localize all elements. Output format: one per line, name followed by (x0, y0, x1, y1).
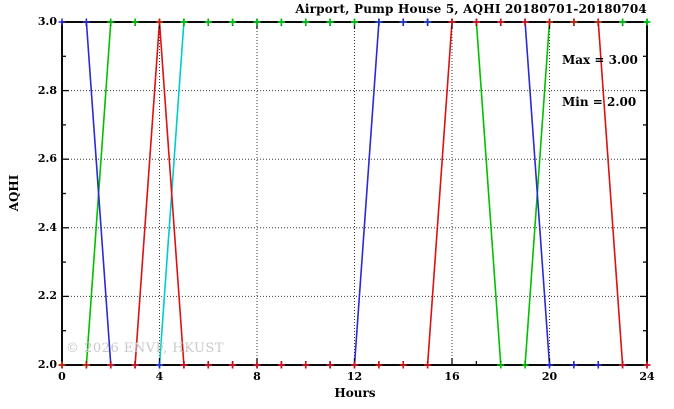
markers-day-red (58, 18, 651, 369)
x-tick-label: 12 (346, 370, 363, 383)
y-tick-label: 3.0 (37, 15, 57, 28)
watermark: © 2026 ENVF, HKUST (66, 341, 224, 356)
y-axis-label: AQHI (7, 174, 21, 212)
chart-title: Airport, Pump House 5, AQHI 20180701-201… (295, 2, 647, 16)
max-min-annotation: Max = 3.00 Min = 2.00 (562, 25, 638, 137)
x-tick-label: 16 (444, 370, 460, 383)
x-tick-label: 8 (253, 370, 261, 383)
y-tick-label: 2.6 (37, 152, 57, 166)
x-tick-label: 0 (58, 370, 66, 383)
y-tick-label: 2.0 (37, 358, 57, 371)
x-axis-label: Hours (334, 386, 376, 400)
x-tick-label: 4 (155, 370, 164, 383)
x-tick-label: 20 (541, 370, 558, 383)
min-value-label: Min = 2.00 (562, 95, 637, 109)
y-tick-label: 2.4 (37, 220, 57, 234)
x-tick-label: 24 (639, 370, 655, 383)
max-value-label: Max = 3.00 (562, 53, 638, 67)
y-tick-label: 2.2 (37, 289, 57, 303)
y-tick-label: 2.8 (37, 83, 57, 97)
